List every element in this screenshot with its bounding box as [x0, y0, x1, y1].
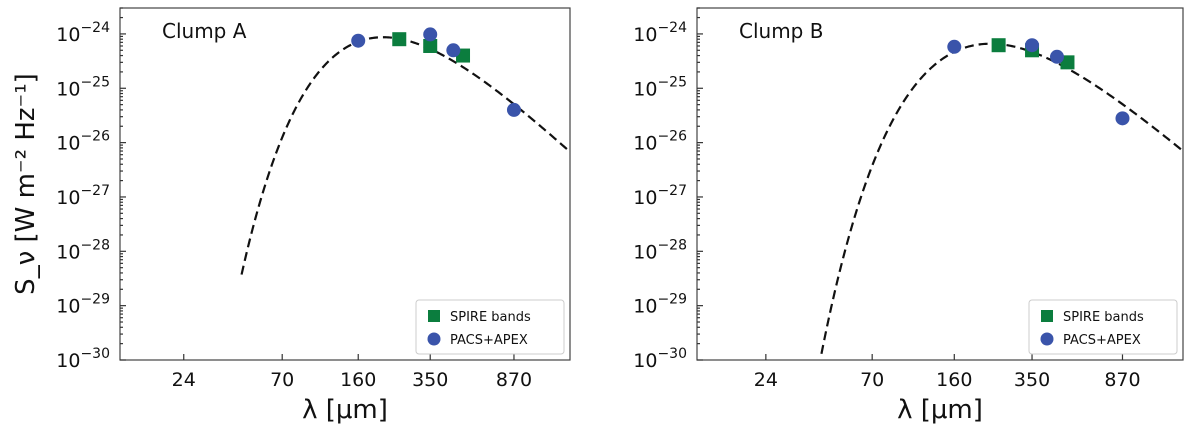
x-tick-label: 160 — [936, 369, 972, 391]
plot-frame — [696, 7, 1184, 361]
y-axis-label: S_ν [W m⁻² Hz⁻¹] — [11, 73, 41, 295]
model-curve — [240, 36, 570, 275]
pacs-point — [506, 102, 521, 117]
panel-clump-a: 10−30 10−29 10−28 10−27 10−26 10−25 10−24 24 70 1… — [11, 7, 571, 425]
pacs-point — [1025, 38, 1040, 53]
pacs-point — [1115, 111, 1130, 126]
spire-point — [1060, 55, 1075, 70]
y-tick-label: 10−30 — [633, 346, 687, 372]
legend-pacs-marker — [1040, 332, 1054, 346]
legend: SPIRE bands PACS+APEX — [415, 299, 565, 355]
x-tick-label: 24 — [754, 369, 778, 391]
y-tick-label: 10−27 — [633, 183, 687, 209]
legend-pacs-label: PACS+APEX — [450, 333, 528, 348]
x-tick-label: 350 — [1014, 369, 1050, 391]
x-axis-label: λ [μm] — [302, 395, 388, 425]
legend-spire-label: SPIRE bands — [450, 310, 531, 325]
x-tick-label: 870 — [1104, 369, 1140, 391]
legend: SPIRE bands PACS+APEX — [1028, 299, 1178, 355]
y-tick-label: 10−29 — [633, 292, 687, 318]
pacs-point — [446, 43, 461, 58]
y-tick-label: 10−25 — [56, 74, 110, 100]
pacs-point — [1050, 49, 1065, 64]
legend-box — [415, 299, 565, 355]
x-tick-label: 24 — [172, 369, 196, 391]
legend-pacs-label: PACS+APEX — [1063, 333, 1141, 348]
x-tick-label: 160 — [340, 369, 376, 391]
panel-title: Clump B — [739, 19, 823, 43]
legend-pacs-marker — [427, 332, 441, 346]
legend-spire-marker — [428, 310, 440, 322]
y-tick-label: 10−24 — [633, 20, 687, 46]
spire-point — [423, 38, 438, 53]
x-axis-label: λ [μm] — [897, 395, 983, 425]
pacs-point — [947, 39, 962, 54]
spire-point — [991, 38, 1006, 53]
spire-point — [392, 32, 407, 47]
legend-box — [1028, 299, 1178, 355]
y-tick-label: 10−24 — [56, 20, 110, 46]
plot-frame — [119, 7, 571, 361]
legend-spire-label: SPIRE bands — [1063, 310, 1144, 325]
y-tick-label: 10−28 — [56, 237, 110, 263]
y-tick-label: 10−27 — [56, 183, 110, 209]
x-tick-label: 70 — [860, 369, 884, 391]
y-tick-label: 10−26 — [633, 129, 687, 155]
y-tick-label: 10−28 — [633, 237, 687, 263]
panel-clump-b: 10−30 10−29 10−28 10−27 10−26 10−25 10−24 24 70 1… — [633, 7, 1184, 425]
legend-spire-marker — [1041, 310, 1053, 322]
model-curve — [820, 42, 1183, 355]
y-tick-label: 10−29 — [56, 292, 110, 318]
y-tick-label: 10−26 — [56, 129, 110, 155]
x-tick-label: 870 — [496, 369, 532, 391]
pacs-point — [351, 33, 366, 48]
x-tick-label: 350 — [412, 369, 448, 391]
panel-title: Clump A — [162, 19, 247, 43]
y-tick-label: 10−30 — [56, 346, 110, 372]
x-tick-label: 70 — [270, 369, 294, 391]
y-tick-label: 10−25 — [633, 74, 687, 100]
pacs-point — [423, 27, 438, 42]
